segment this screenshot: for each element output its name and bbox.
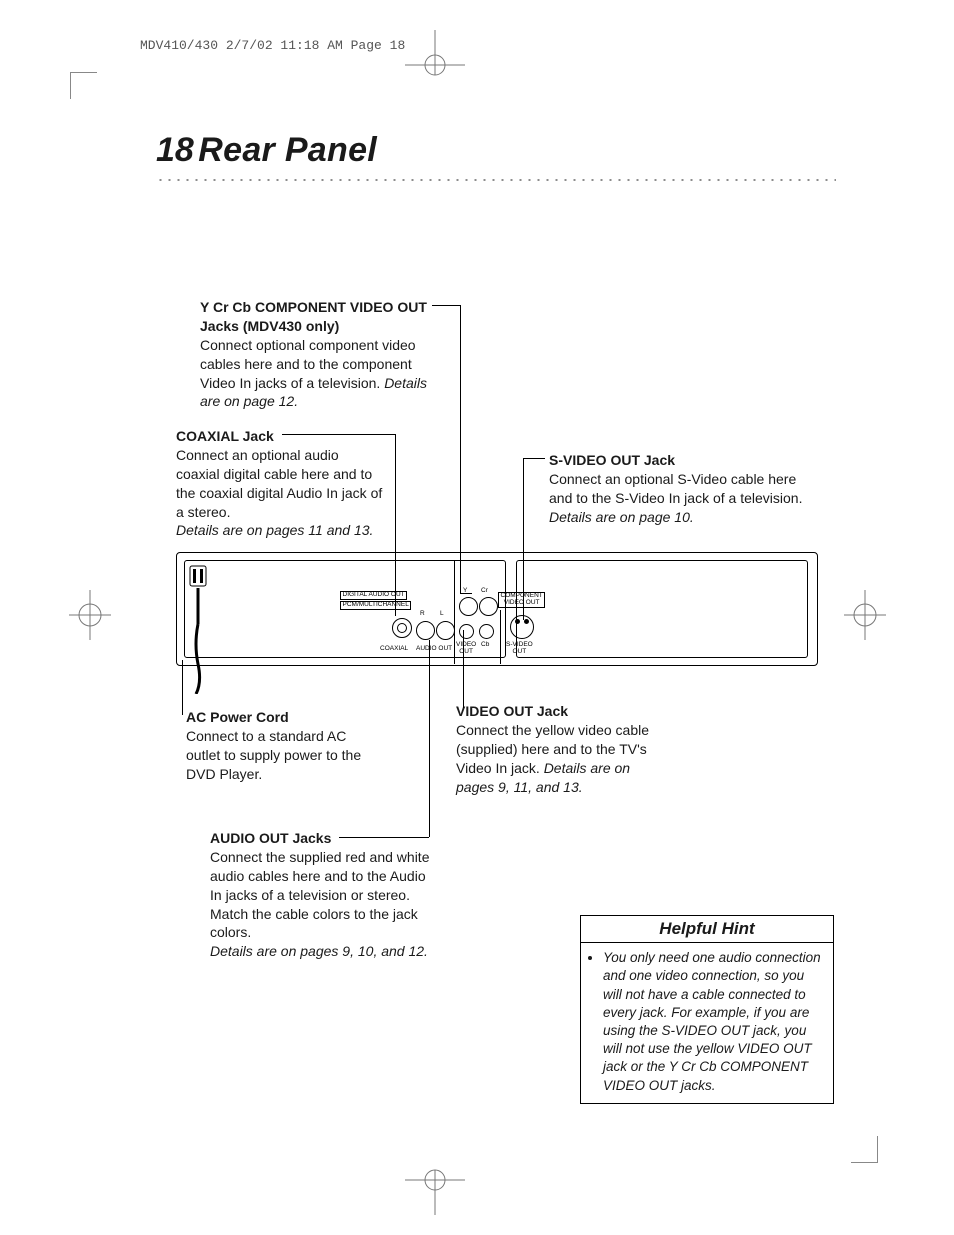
label-coaxial: COAXIAL [380, 646, 408, 653]
callout-svideo: S-VIDEO OUT Jack Connect an optional S-V… [549, 451, 809, 527]
video-out-jack-icon [459, 624, 474, 639]
callout-detail: Details are on pages 11 and 13. [176, 522, 373, 538]
callout-heading: AUDIO OUT Jacks [210, 830, 331, 846]
callout-body: Connect to a standard AC outlet to suppl… [186, 728, 361, 782]
leader-line [523, 458, 545, 459]
hint-body: You only need one audio connection and o… [581, 943, 833, 1103]
leader-line [282, 434, 395, 435]
leader-line [339, 837, 429, 838]
leader-line [432, 305, 460, 306]
hint-title: Helpful Hint [581, 916, 833, 943]
callout-heading: Y Cr Cb COMPONENT VIDEO OUT Jacks (MDV43… [200, 299, 427, 334]
callout-heading: VIDEO OUT Jack [456, 703, 568, 719]
callout-heading: COAXIAL Jack [176, 428, 274, 444]
panel-inner-right [516, 560, 808, 658]
page-title-text: Rear Panel [198, 131, 377, 169]
callout-video-out: VIDEO OUT Jack Connect the yellow video … [456, 702, 666, 796]
label-l: L [440, 611, 444, 618]
rear-panel-diagram: DIGITAL AUDIO OUT PCM/MULTICHANNEL COAXI… [176, 552, 816, 670]
ac-power-cord-icon [188, 564, 208, 694]
leader-line [429, 640, 430, 837]
callout-heading: S-VIDEO OUT Jack [549, 452, 675, 468]
label-y: Y [463, 588, 467, 595]
page-title: 18 Rear Panel [156, 128, 377, 172]
audio-out-r-icon [416, 621, 435, 640]
divider [454, 560, 455, 664]
audio-out-l-icon [436, 621, 455, 640]
callout-component-video: Y Cr Cb COMPONENT VIDEO OUT Jacks (MDV43… [200, 298, 435, 411]
page: MDV410/430 2/7/02 11:18 AM Page 18 18 Re… [0, 0, 954, 1235]
label-svideo: S-VIDEO OUT [506, 642, 533, 656]
label-cr: Cr [481, 588, 488, 595]
label-component: COMPONENT VIDEO OUT [498, 592, 545, 608]
leader-line [460, 305, 461, 593]
leader-line [463, 630, 464, 708]
callout-audio-out: AUDIO OUT Jacks Connect the supplied red… [210, 829, 430, 961]
component-cb-icon [479, 624, 494, 639]
crop-mark-bottom [370, 1165, 500, 1225]
callout-heading: AC Power Cord [186, 709, 289, 725]
callout-coaxial: COAXIAL Jack Connect an optional audio c… [176, 427, 386, 540]
label-audio-out: AUDIO OUT [416, 646, 452, 653]
callout-ac-power: AC Power Cord Connect to a standard AC o… [186, 708, 366, 784]
label-pcm: PCM/MULTICHANNEL [340, 601, 411, 610]
label-digital-audio: DIGITAL AUDIO OUT [340, 591, 407, 600]
label-cb: Cb [481, 642, 489, 649]
callout-body: Connect an optional audio coaxial digita… [176, 447, 382, 520]
label-r: R [420, 611, 425, 618]
page-number: 18 [156, 131, 194, 169]
title-dotted-rule [156, 178, 836, 182]
callout-detail: Details are on page 10. [549, 509, 694, 525]
callout-detail: Details are on pages 9, 10, and 12. [210, 943, 428, 959]
hint-text: You only need one audio connection and o… [603, 949, 825, 1095]
component-cr-icon [479, 597, 498, 616]
crop-mark-top [370, 20, 500, 80]
callout-body: Connect an optional S-Video cable here a… [549, 471, 802, 506]
corner-mark-br [851, 1136, 878, 1163]
label-video-out: VIDEO OUT [456, 642, 476, 656]
helpful-hint-box: Helpful Hint You only need one audio con… [580, 915, 834, 1104]
crop-info-line: MDV410/430 2/7/02 11:18 AM Page 18 [140, 38, 405, 55]
svideo-jack-icon [510, 615, 534, 639]
divider [500, 610, 501, 664]
coaxial-jack-icon [392, 618, 412, 638]
component-y-icon [459, 597, 478, 616]
leader-line [182, 660, 183, 715]
crop-mark-left [55, 580, 125, 650]
crop-mark-right [830, 580, 900, 650]
callout-body: Connect the supplied red and white audio… [210, 849, 429, 941]
corner-mark-tl [70, 72, 97, 99]
